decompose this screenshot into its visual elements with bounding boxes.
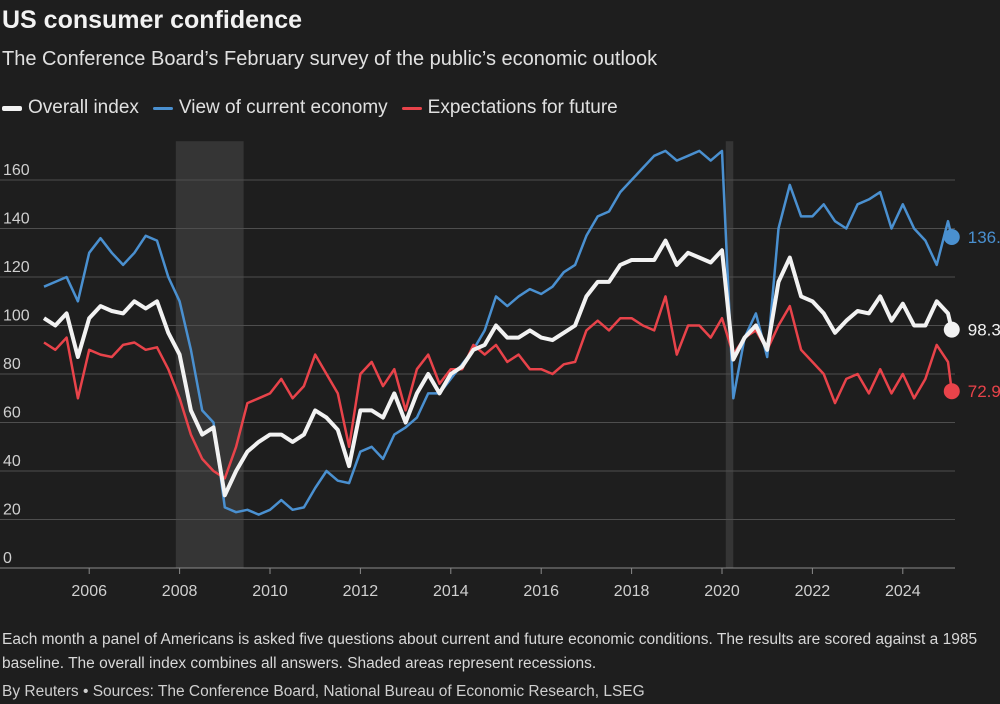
legend-item-current: View of current economy xyxy=(152,97,388,119)
y-tick-label: 60 xyxy=(3,405,21,422)
recession-shading xyxy=(175,141,734,568)
x-tick-label: 2012 xyxy=(343,583,379,600)
y-tick-label: 0 xyxy=(3,550,12,567)
recession-band xyxy=(725,141,734,568)
y-tick-label: 140 xyxy=(3,211,30,228)
end-value-label: 72.9 xyxy=(968,382,1000,401)
footnote: Each month a panel of Americans is asked… xyxy=(2,631,978,672)
legend-label: Overall index xyxy=(28,97,139,118)
legend-swatch xyxy=(401,106,422,110)
axis-labels: 0 20 40 60 80 100 120 140 160 2006 2008 2010 2012 201… xyxy=(3,162,921,600)
x-tick-label: 2006 xyxy=(71,583,107,600)
source-line: By Reuters • Sources: The Conference Boa… xyxy=(2,683,645,700)
y-tick-label: 40 xyxy=(3,453,21,470)
chart-subtitle: The Conference Board’s February survey o… xyxy=(2,48,658,70)
series-line-view-of-current-economy xyxy=(43,149,954,516)
end-point-dot xyxy=(943,228,960,245)
x-tick-label: 2010 xyxy=(252,583,288,600)
x-tick-label: 2022 xyxy=(795,583,831,600)
legend-label: Expectations for future xyxy=(427,97,618,118)
x-tick-label: 2018 xyxy=(614,583,650,600)
series-lines: 136.5 72.9 98.3 xyxy=(42,149,1000,516)
y-tick-label: 20 xyxy=(3,502,21,519)
end-value-label: 136.5 xyxy=(968,228,1000,247)
x-tick-label: 2014 xyxy=(433,583,469,600)
legend-item-expectations: Expectations for future xyxy=(401,97,618,119)
series-line-overall-index xyxy=(42,238,954,498)
recession-band xyxy=(175,141,244,568)
legend-swatch xyxy=(2,105,22,111)
legend-swatch xyxy=(152,106,173,110)
legend-item-overall: Overall index xyxy=(2,97,139,119)
y-tick-label: 120 xyxy=(3,259,30,276)
end-point-dot xyxy=(943,321,960,338)
y-tick-label: 160 xyxy=(3,162,30,179)
line-chart: 136.5 72.9 98.3 0 20 40 60 80 100 120 140 160 2006 2… xyxy=(0,141,1000,600)
y-tick-label: 100 xyxy=(3,308,30,325)
series-line-expectations-for-future xyxy=(43,295,954,480)
end-point-dot xyxy=(943,383,960,400)
legend: Overall index View of current economy Ex… xyxy=(2,97,618,119)
chart-title: US consumer confidence xyxy=(2,6,303,34)
legend-label: View of current economy xyxy=(178,97,388,118)
end-value-label: 98.3 xyxy=(968,321,1000,340)
x-tick-label: 2008 xyxy=(162,583,198,600)
y-tick-label: 80 xyxy=(3,356,21,373)
x-tick-label: 2020 xyxy=(704,583,740,600)
x-tick-label: 2016 xyxy=(523,583,559,600)
x-tick-label: 2024 xyxy=(885,583,921,600)
